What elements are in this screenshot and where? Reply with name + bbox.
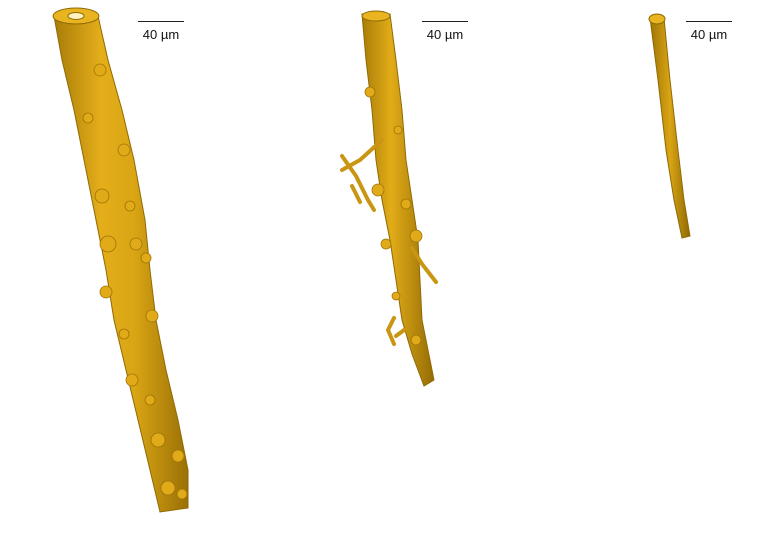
scale-bar-line	[422, 21, 468, 22]
fiber-body	[649, 17, 691, 239]
scale-bar-label: 40 µm	[690, 27, 728, 42]
fiber-body	[361, 13, 435, 387]
panel-1: 40 µm	[0, 0, 256, 534]
scale-bar: 40 µm	[686, 21, 732, 42]
side-filaments	[340, 138, 438, 346]
surface-nodules	[364, 86, 423, 346]
fiber-thick-render	[52, 7, 189, 513]
panel-2: 40 µm	[256, 0, 512, 534]
fiber-end-cap	[648, 13, 666, 25]
fiber-end-cap	[361, 10, 391, 22]
scale-bar-line	[138, 21, 184, 22]
scale-bar-label: 40 µm	[142, 27, 180, 42]
fiber-branched-render	[340, 10, 438, 387]
panel-3: 40 µm	[512, 0, 766, 534]
scale-bar: 40 µm	[422, 21, 468, 42]
surface-nodules	[82, 63, 188, 500]
fiber-thin-render	[648, 13, 691, 239]
scale-bar: 40 µm	[138, 21, 184, 42]
fiber-body	[53, 15, 189, 513]
scale-bar-label: 40 µm	[426, 27, 464, 42]
scale-bar-line	[686, 21, 732, 22]
